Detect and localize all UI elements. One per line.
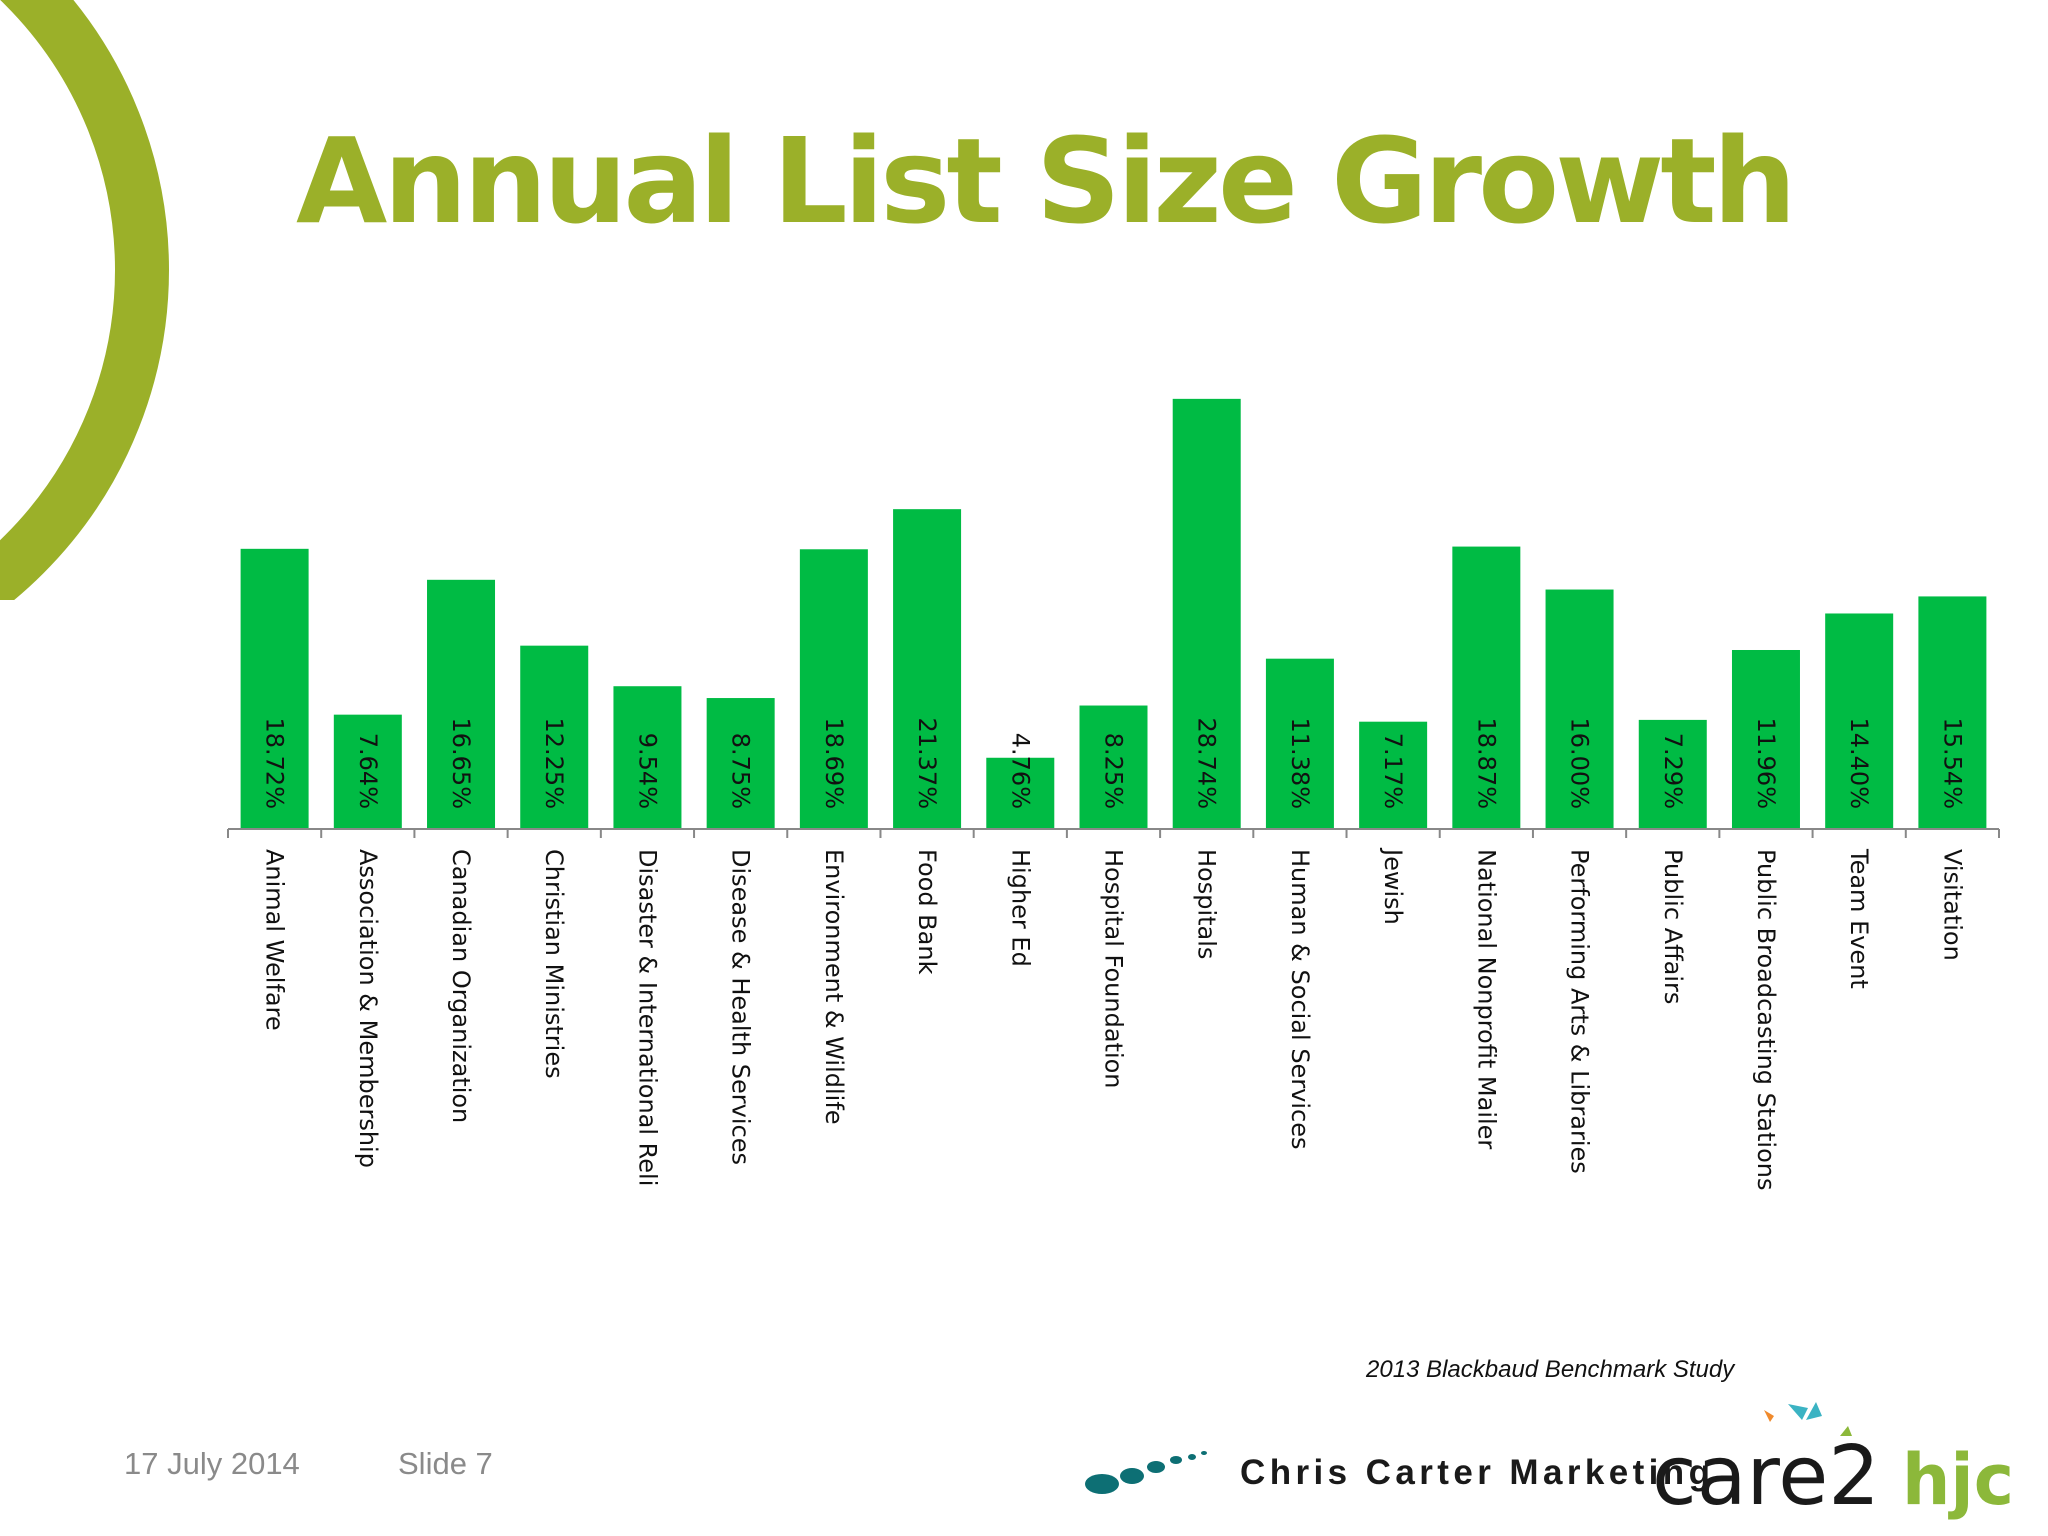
slide-title: Annual List Size Growth bbox=[296, 112, 1797, 250]
data-label: 15.54% bbox=[1938, 717, 1966, 809]
data-label: 7.29% bbox=[1659, 733, 1687, 809]
category-label: Hospitals bbox=[1193, 849, 1221, 959]
dots-icon bbox=[1085, 1451, 1207, 1494]
decorative-arc bbox=[0, 0, 169, 600]
bar bbox=[1452, 546, 1521, 829]
bar bbox=[1545, 589, 1614, 829]
data-label: 11.96% bbox=[1752, 717, 1780, 809]
partner2-name: care2 bbox=[1652, 1429, 1880, 1520]
bar bbox=[1172, 398, 1241, 829]
bar bbox=[1731, 649, 1800, 829]
bar-chart: 18.72% Animal Welfare 7.64% Association & M… bbox=[227, 398, 2000, 1190]
category-label: Visitation bbox=[1938, 849, 1966, 961]
data-label: 18.72% bbox=[261, 717, 289, 809]
bar bbox=[1359, 721, 1428, 829]
source-citation: 2013 Blackbaud Benchmark Study bbox=[1366, 1356, 1735, 1383]
bar bbox=[893, 509, 962, 829]
category-label: Environment & Wildlife bbox=[820, 849, 848, 1125]
bar bbox=[706, 698, 775, 829]
category-label: Disease & Health Services bbox=[727, 849, 755, 1165]
data-label: 11.38% bbox=[1286, 717, 1314, 809]
data-label: 7.64% bbox=[354, 733, 382, 809]
bar bbox=[1918, 596, 1987, 829]
category-label: Performing Arts & Libraries bbox=[1566, 849, 1594, 1174]
category-label: National Nonprofit Mailer bbox=[1472, 849, 1500, 1149]
data-label: 9.54% bbox=[633, 733, 661, 809]
bar bbox=[427, 579, 496, 829]
category-label: Hospital Foundation bbox=[1100, 849, 1128, 1089]
category-label: Public Broadcasting Stations bbox=[1752, 849, 1780, 1190]
partner1-name: Chris Carter Marketing bbox=[1240, 1453, 1710, 1492]
category-label: Animal Welfare bbox=[261, 849, 289, 1031]
data-label: 12.25% bbox=[540, 717, 568, 809]
category-label: Disaster & International Reli bbox=[633, 849, 661, 1186]
chris-carter-marketing-logo: Chris Carter Marketing bbox=[1085, 1451, 1710, 1494]
category-label: Public Affairs bbox=[1659, 849, 1687, 1004]
butterfly-icon bbox=[1764, 1402, 1852, 1436]
category-label: Team Event bbox=[1845, 848, 1873, 989]
data-label: 4.76% bbox=[1006, 733, 1034, 809]
bar bbox=[986, 757, 1055, 829]
data-label: 28.74% bbox=[1193, 717, 1221, 809]
category-label: Christian Ministries bbox=[540, 849, 568, 1079]
data-label: 8.25% bbox=[1100, 733, 1128, 809]
bar bbox=[1825, 613, 1894, 829]
category-label: Association & Membership bbox=[354, 849, 382, 1168]
bar bbox=[1638, 719, 1707, 829]
data-label: 7.17% bbox=[1379, 733, 1407, 809]
data-label: 18.87% bbox=[1472, 717, 1500, 809]
data-label: 14.40% bbox=[1845, 717, 1873, 809]
slide-number: Slide 7 bbox=[398, 1446, 493, 1481]
bar bbox=[240, 548, 309, 829]
data-label: 16.00% bbox=[1566, 717, 1594, 809]
care2-logo: care2 bbox=[1652, 1402, 1880, 1520]
category-label: Higher Ed bbox=[1006, 849, 1034, 967]
bar bbox=[520, 645, 589, 829]
bar bbox=[1265, 658, 1334, 829]
category-label: Jewish bbox=[1379, 847, 1407, 925]
data-label: 16.65% bbox=[447, 717, 475, 809]
category-label: Canadian Organization bbox=[447, 849, 475, 1123]
bar bbox=[613, 686, 682, 829]
bar bbox=[333, 714, 402, 829]
data-label: 8.75% bbox=[727, 733, 755, 809]
data-label: 18.69% bbox=[820, 717, 848, 809]
footer-date: 17 July 2014 bbox=[124, 1446, 300, 1481]
category-label: Food Bank bbox=[913, 849, 941, 975]
data-label: 21.37% bbox=[913, 717, 941, 809]
partner-logos: Chris Carter Marketing care2 hjc bbox=[1085, 1402, 2014, 1520]
partner3-name: hjc bbox=[1902, 1439, 2014, 1520]
bar bbox=[1079, 705, 1148, 829]
bar bbox=[799, 549, 868, 829]
category-label: Human & Social Services bbox=[1286, 849, 1314, 1150]
